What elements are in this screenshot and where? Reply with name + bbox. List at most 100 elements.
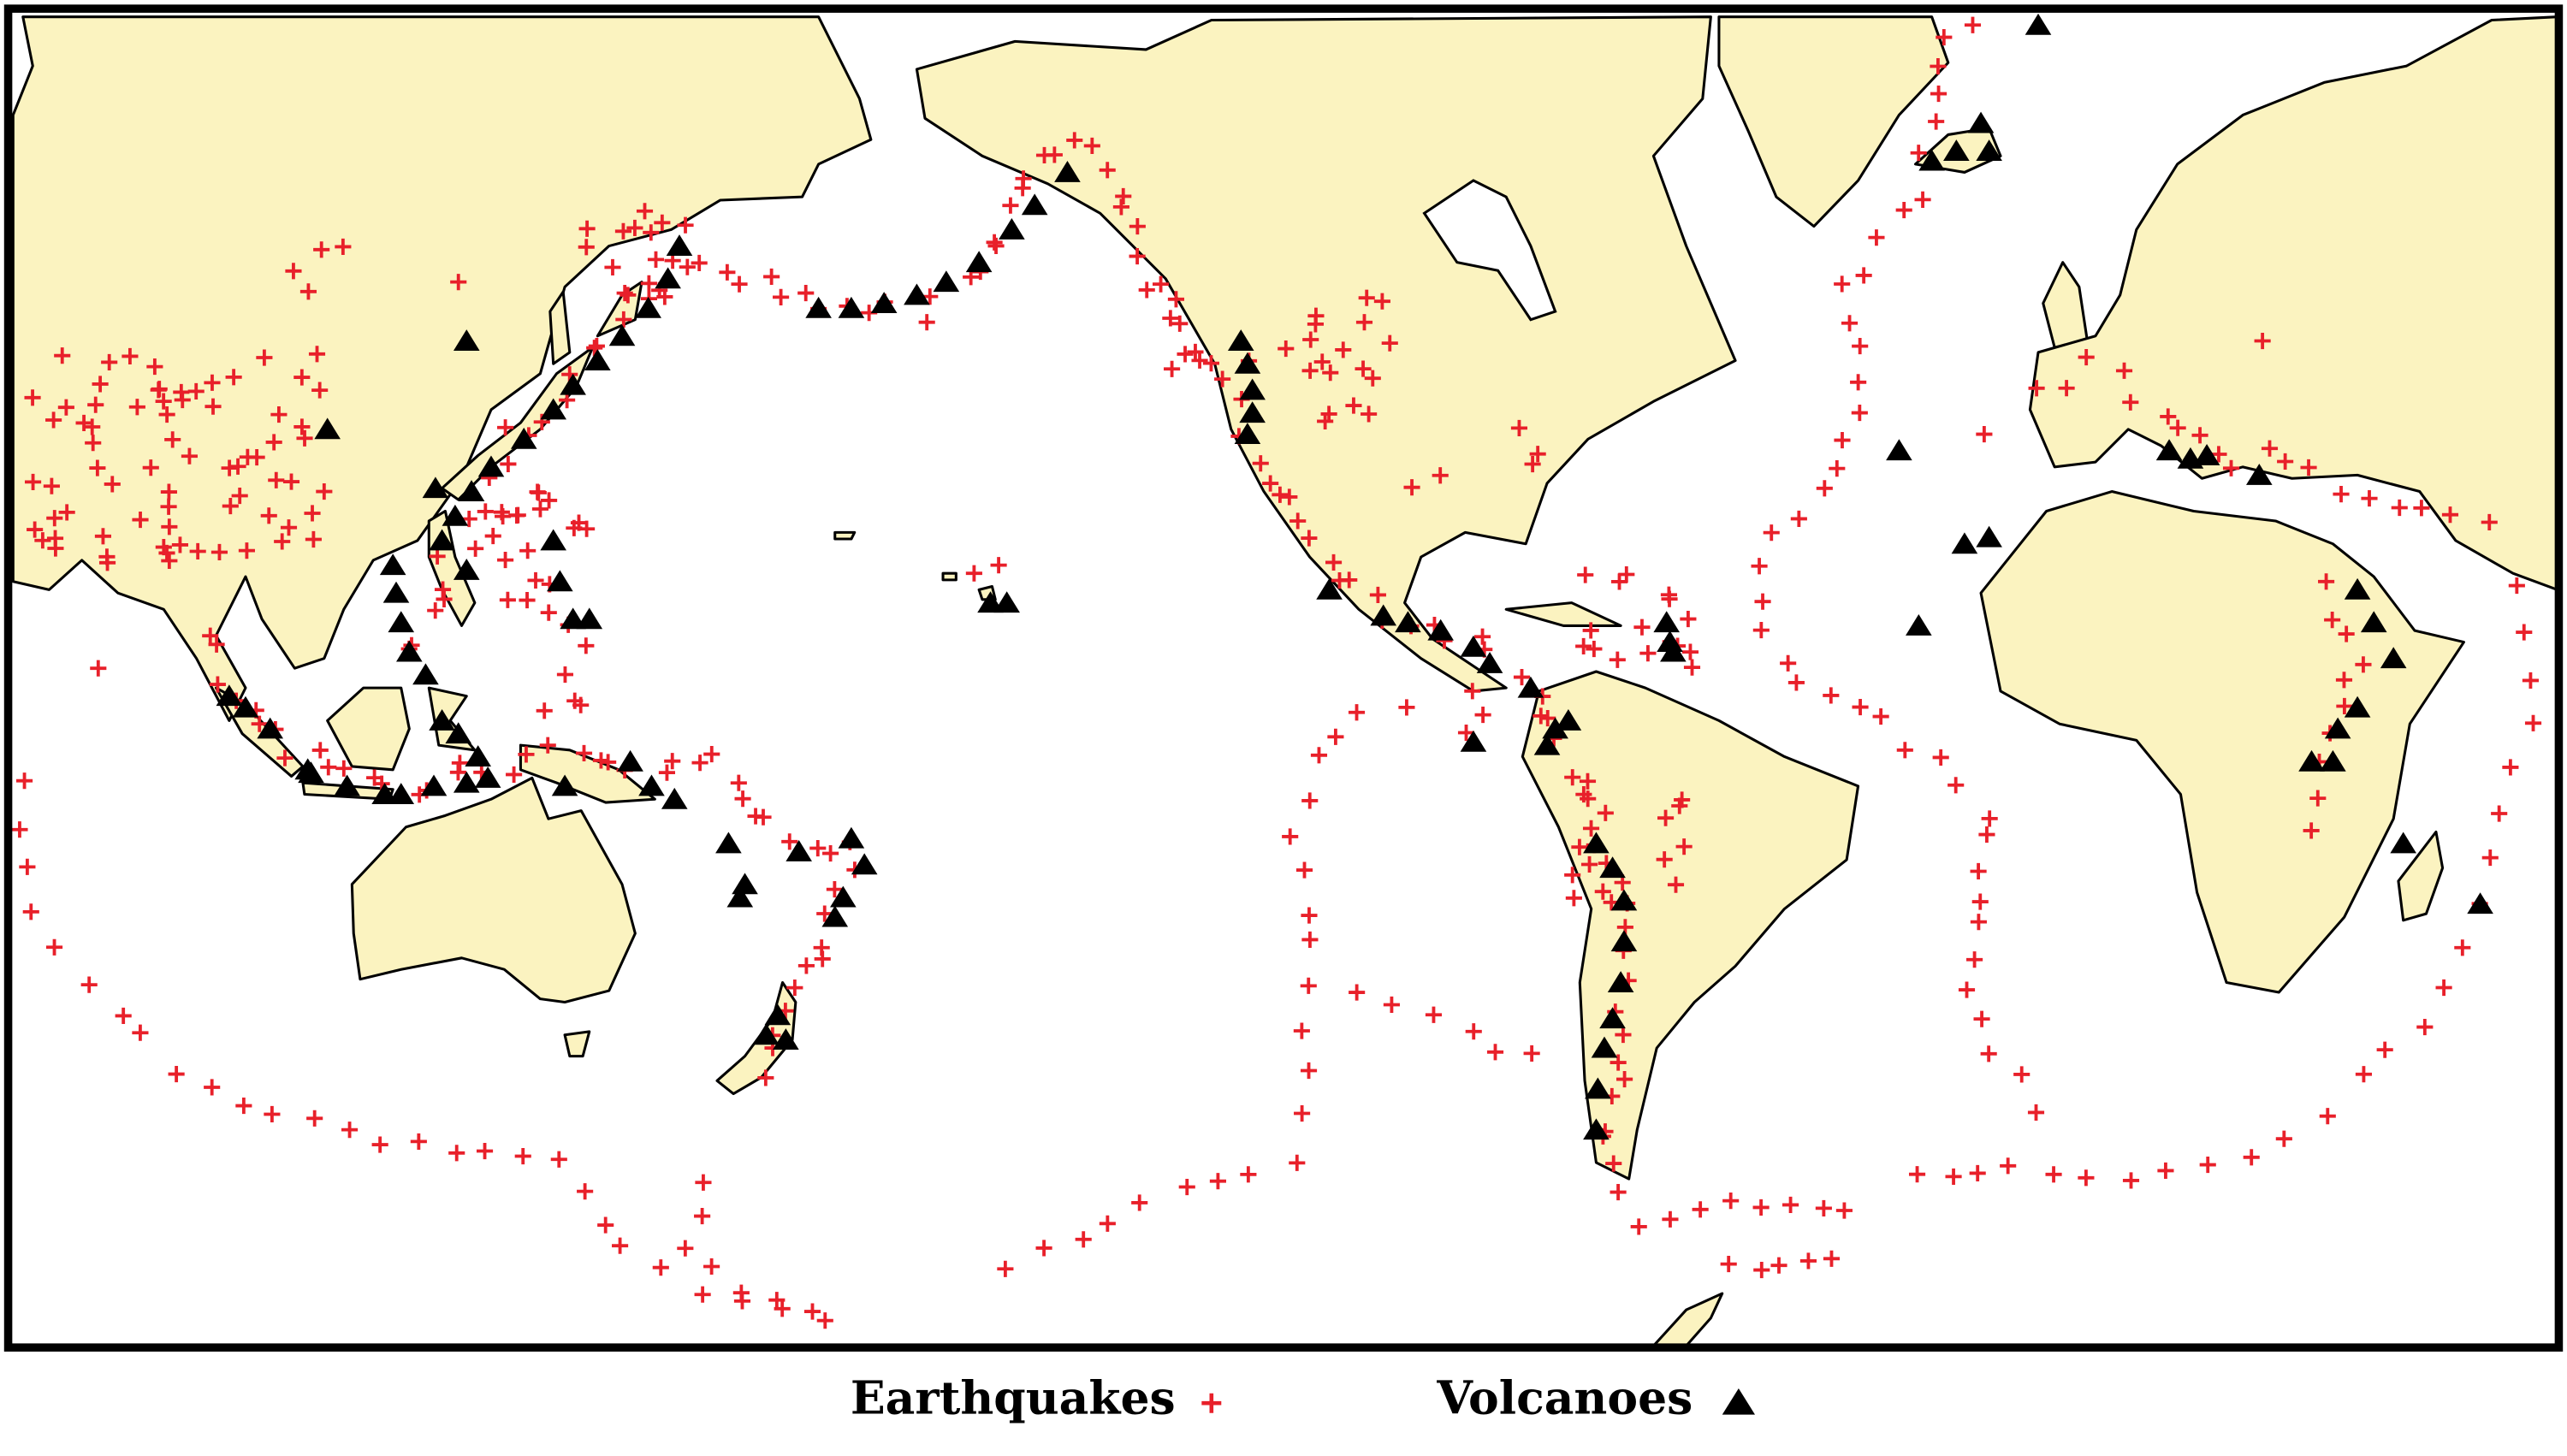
earthquake [652,1259,669,1276]
volcano [216,684,243,707]
earthquake [268,471,285,488]
earthquake [451,755,468,772]
earthquake [918,314,935,331]
volcano [2467,892,2493,914]
earthquake [1910,145,1927,162]
earthquake [132,1024,149,1041]
volcano [477,455,505,477]
earthquake [25,473,42,490]
earthquake [2413,500,2430,517]
earthquake [1524,455,1541,473]
volcano [576,607,603,630]
earthquake [484,528,501,545]
earthquake [1300,1062,1318,1080]
earthquake [2122,394,2139,411]
earthquake [2199,1156,2216,1174]
volcano [314,417,341,440]
earthquake [209,676,226,693]
earthquake [654,214,671,231]
volcano [1533,733,1561,755]
earthquake [1301,362,1319,379]
earthquake [313,241,330,258]
earthquake [270,406,288,423]
earthquake [1780,654,1797,672]
volcano [379,553,406,576]
volcano [1517,676,1544,698]
earthquake [1815,1199,1832,1216]
earthquake [450,274,467,291]
earthquake [1191,352,1208,369]
earthquake [616,285,633,302]
earthquake [2210,446,2227,463]
earthquake [46,510,63,527]
earthquake [1129,247,1146,265]
earthquake [293,418,311,435]
volcano [1599,856,1626,879]
earthquake [1529,446,1546,463]
volcano [388,783,415,804]
hudson-bay [1422,179,1557,322]
earthquake [773,288,790,305]
volcanoes [216,13,2493,1140]
earthquake [1872,708,1889,725]
earthquake [225,369,242,386]
earthquake [1852,699,1869,716]
africa [1979,490,2465,994]
earthquake [1958,981,1976,998]
volcano [1460,730,1487,752]
earthquake [518,746,535,763]
earthquake [341,1122,359,1139]
earthquake [1355,360,1372,377]
map-frame [3,4,2564,1352]
earthquake [311,382,329,399]
volcano [851,853,878,875]
earthquake [2045,1166,2062,1183]
volcano [382,581,410,603]
earthquake [164,431,181,448]
sakhalin [548,290,572,365]
earthquake [703,1258,720,1275]
volcano [1476,652,1503,673]
earthquake [1981,810,1998,827]
earthquake [768,1292,786,1309]
earthquake [2300,459,2317,476]
earthquake [115,1007,132,1024]
earthquake [1083,137,1100,155]
earthquake [2309,790,2327,807]
volcano [1906,614,1932,636]
australia [350,776,637,1004]
earthquake [1964,16,1982,33]
earthquake [1075,1231,1092,1248]
earthquake [1364,370,1381,387]
volcano [764,1003,791,1026]
earthquake [128,399,145,416]
earthquake [1914,191,1931,208]
earthquake [1582,820,1600,837]
volcano [1610,930,1638,952]
earthquake [1187,343,1204,360]
volcano [453,771,480,793]
earthquake [2000,1157,2017,1175]
earthquake [1513,668,1531,686]
volcano [635,296,661,318]
earthquake [1976,426,1993,443]
volcano [560,607,586,630]
volcano [726,885,754,908]
earthquake [19,858,36,875]
earthquake [305,530,322,548]
earthquake [997,1260,1014,1277]
earthquake [1177,346,1194,363]
earthquake [2115,362,2133,379]
earthquake [104,476,121,493]
earthquake [85,435,102,452]
earthquake [92,376,109,393]
earthquake [299,283,317,300]
earthquake [1681,643,1699,660]
earthquake [1474,707,1491,724]
earthquake [221,459,238,476]
earthquake [1680,611,1697,628]
earthquake [2335,672,2353,689]
earthquake [1970,862,1987,880]
earthquake [1609,651,1626,668]
volcano [429,529,455,551]
